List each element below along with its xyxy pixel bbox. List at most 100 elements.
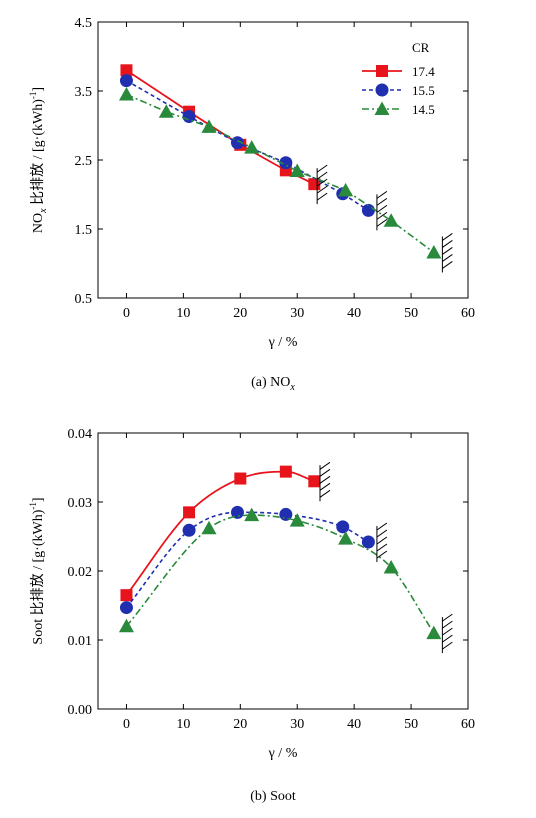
x-tick-label: 10 (176, 717, 190, 732)
x-tick-label: 0 (123, 306, 130, 321)
data-point-14.5 (201, 520, 217, 535)
y-tick-label: 2.5 (75, 154, 93, 169)
y-tick-label: 0.00 (68, 703, 93, 718)
limit-marker-hatch (442, 634, 453, 643)
limit-marker-hatch (316, 164, 328, 173)
data-point-15.5 (182, 523, 196, 537)
data-point-14.5 (338, 182, 354, 197)
x-tick-label: 0 (123, 717, 130, 732)
x-axis-label: γ / % (268, 335, 298, 350)
data-point-14.5 (244, 140, 260, 154)
data-point-14.5 (201, 119, 217, 133)
legend-label-14.5: 14.5 (412, 102, 435, 117)
y-tick-label: 4.5 (75, 16, 93, 31)
limit-marker-hatch (442, 627, 453, 636)
series-line-17.4 (125, 470, 315, 596)
y-tick-label: 0.5 (75, 292, 93, 307)
data-point-17.4 (308, 475, 321, 488)
y-tick-label: 0.04 (68, 427, 93, 442)
limit-marker-hatch (376, 218, 388, 227)
chart-soot: 0 10 20 30 40 50 60 0.00 0.01 0.02 0.03 0.04 γ / % So… (28, 427, 475, 804)
x-tick-label: 10 (176, 306, 190, 321)
data-point-15.5 (361, 203, 375, 217)
x-tick-label: 40 (347, 306, 361, 321)
limit-marker-hatch (319, 461, 331, 470)
limit-marker-hatch (316, 171, 328, 180)
data-point-17.4 (120, 589, 133, 602)
x-tick-label: 20 (233, 717, 247, 732)
data-point-14.5 (338, 531, 354, 545)
limit-marker-hatch (442, 613, 453, 622)
data-point-15.5 (230, 505, 244, 519)
data-point-15.5 (182, 110, 196, 124)
data-point-14.5 (158, 104, 174, 118)
limit-marker-hatch (376, 204, 388, 213)
legend-title: CR (412, 40, 430, 55)
chart-nox: 0 10 20 30 40 50 60 0.5 1.5 2.5 3.5 4.5 γ / % NOx 比排放… (28, 16, 475, 393)
limit-marker-hatch (319, 468, 331, 477)
limit-marker-hatch (442, 641, 453, 650)
legend-label-17.4: 17.4 (412, 64, 435, 79)
limit-marker-hatch (376, 190, 388, 199)
limit-marker-hatch (376, 211, 388, 220)
limit-marker-hatch (316, 192, 328, 201)
legend-marker-15.5 (375, 83, 389, 97)
data-point-15.5 (361, 535, 375, 549)
limit-marker-hatch (319, 482, 331, 491)
data-point-15.5 (279, 507, 293, 521)
legend-label-15.5: 15.5 (412, 83, 435, 98)
limit-marker-hatch (316, 178, 328, 187)
x-tick-label: 50 (404, 717, 418, 732)
y-tick-label: 0.01 (68, 634, 93, 649)
figure-caption: (b) Soot (250, 789, 296, 804)
y-tick-label: 0.02 (68, 565, 93, 580)
data-point-14.5 (426, 244, 442, 259)
y-tick-label: 0.03 (68, 496, 93, 511)
legend-marker-17.4 (376, 65, 388, 77)
limit-marker-hatch (319, 475, 331, 484)
x-tick-label: 30 (290, 306, 304, 321)
limit-marker-hatch (442, 620, 453, 629)
limit-marker-hatch (442, 261, 453, 269)
limit-marker-hatch (376, 197, 388, 206)
data-point-15.5 (336, 520, 350, 534)
x-axis-label: γ / % (268, 746, 298, 761)
data-point-14.5 (289, 163, 305, 178)
data-point-14.5 (118, 86, 134, 101)
data-point-17.4 (183, 506, 196, 519)
limit-marker-hatch (376, 543, 388, 552)
legend-marker-14.5 (374, 101, 390, 115)
y-tick-label: 1.5 (75, 223, 93, 238)
data-point-14.5 (289, 513, 305, 527)
series-line-14.5 (126, 93, 435, 254)
data-point-14.5 (118, 618, 134, 633)
limit-marker-hatch (442, 254, 453, 262)
limit-marker-hatch (442, 233, 453, 241)
y-axis-label: NOx 比排放 / [g·(kWh)-1] (28, 87, 49, 233)
data-point-17.4 (234, 472, 247, 485)
x-tick-label: 20 (233, 306, 247, 321)
y-tick-label: 3.5 (75, 85, 93, 100)
limit-marker-hatch (316, 185, 328, 194)
data-point-14.5 (383, 213, 399, 227)
limit-marker-hatch (376, 550, 388, 559)
limit-marker-hatch (319, 489, 331, 498)
data-point-15.5 (119, 601, 133, 615)
x-tick-label: 40 (347, 717, 361, 732)
limit-marker-hatch (376, 529, 388, 538)
data-point-14.5 (426, 625, 442, 640)
limit-marker-hatch (376, 522, 388, 531)
figure-caption: (a) NOx (251, 375, 295, 393)
x-tick-label: 60 (461, 717, 475, 732)
data-point-14.5 (244, 507, 260, 522)
data-point-15.5 (119, 74, 133, 88)
data-point-15.5 (279, 156, 293, 170)
series-line-15.5 (125, 511, 369, 609)
x-tick-label: 30 (290, 717, 304, 732)
limit-marker-hatch (442, 247, 453, 255)
data-point-14.5 (383, 560, 399, 574)
y-axis-label: Soot 比排放 / [g·(kWh)-1] (28, 497, 46, 644)
limit-marker-hatch (442, 240, 453, 248)
data-point-17.4 (120, 64, 133, 77)
